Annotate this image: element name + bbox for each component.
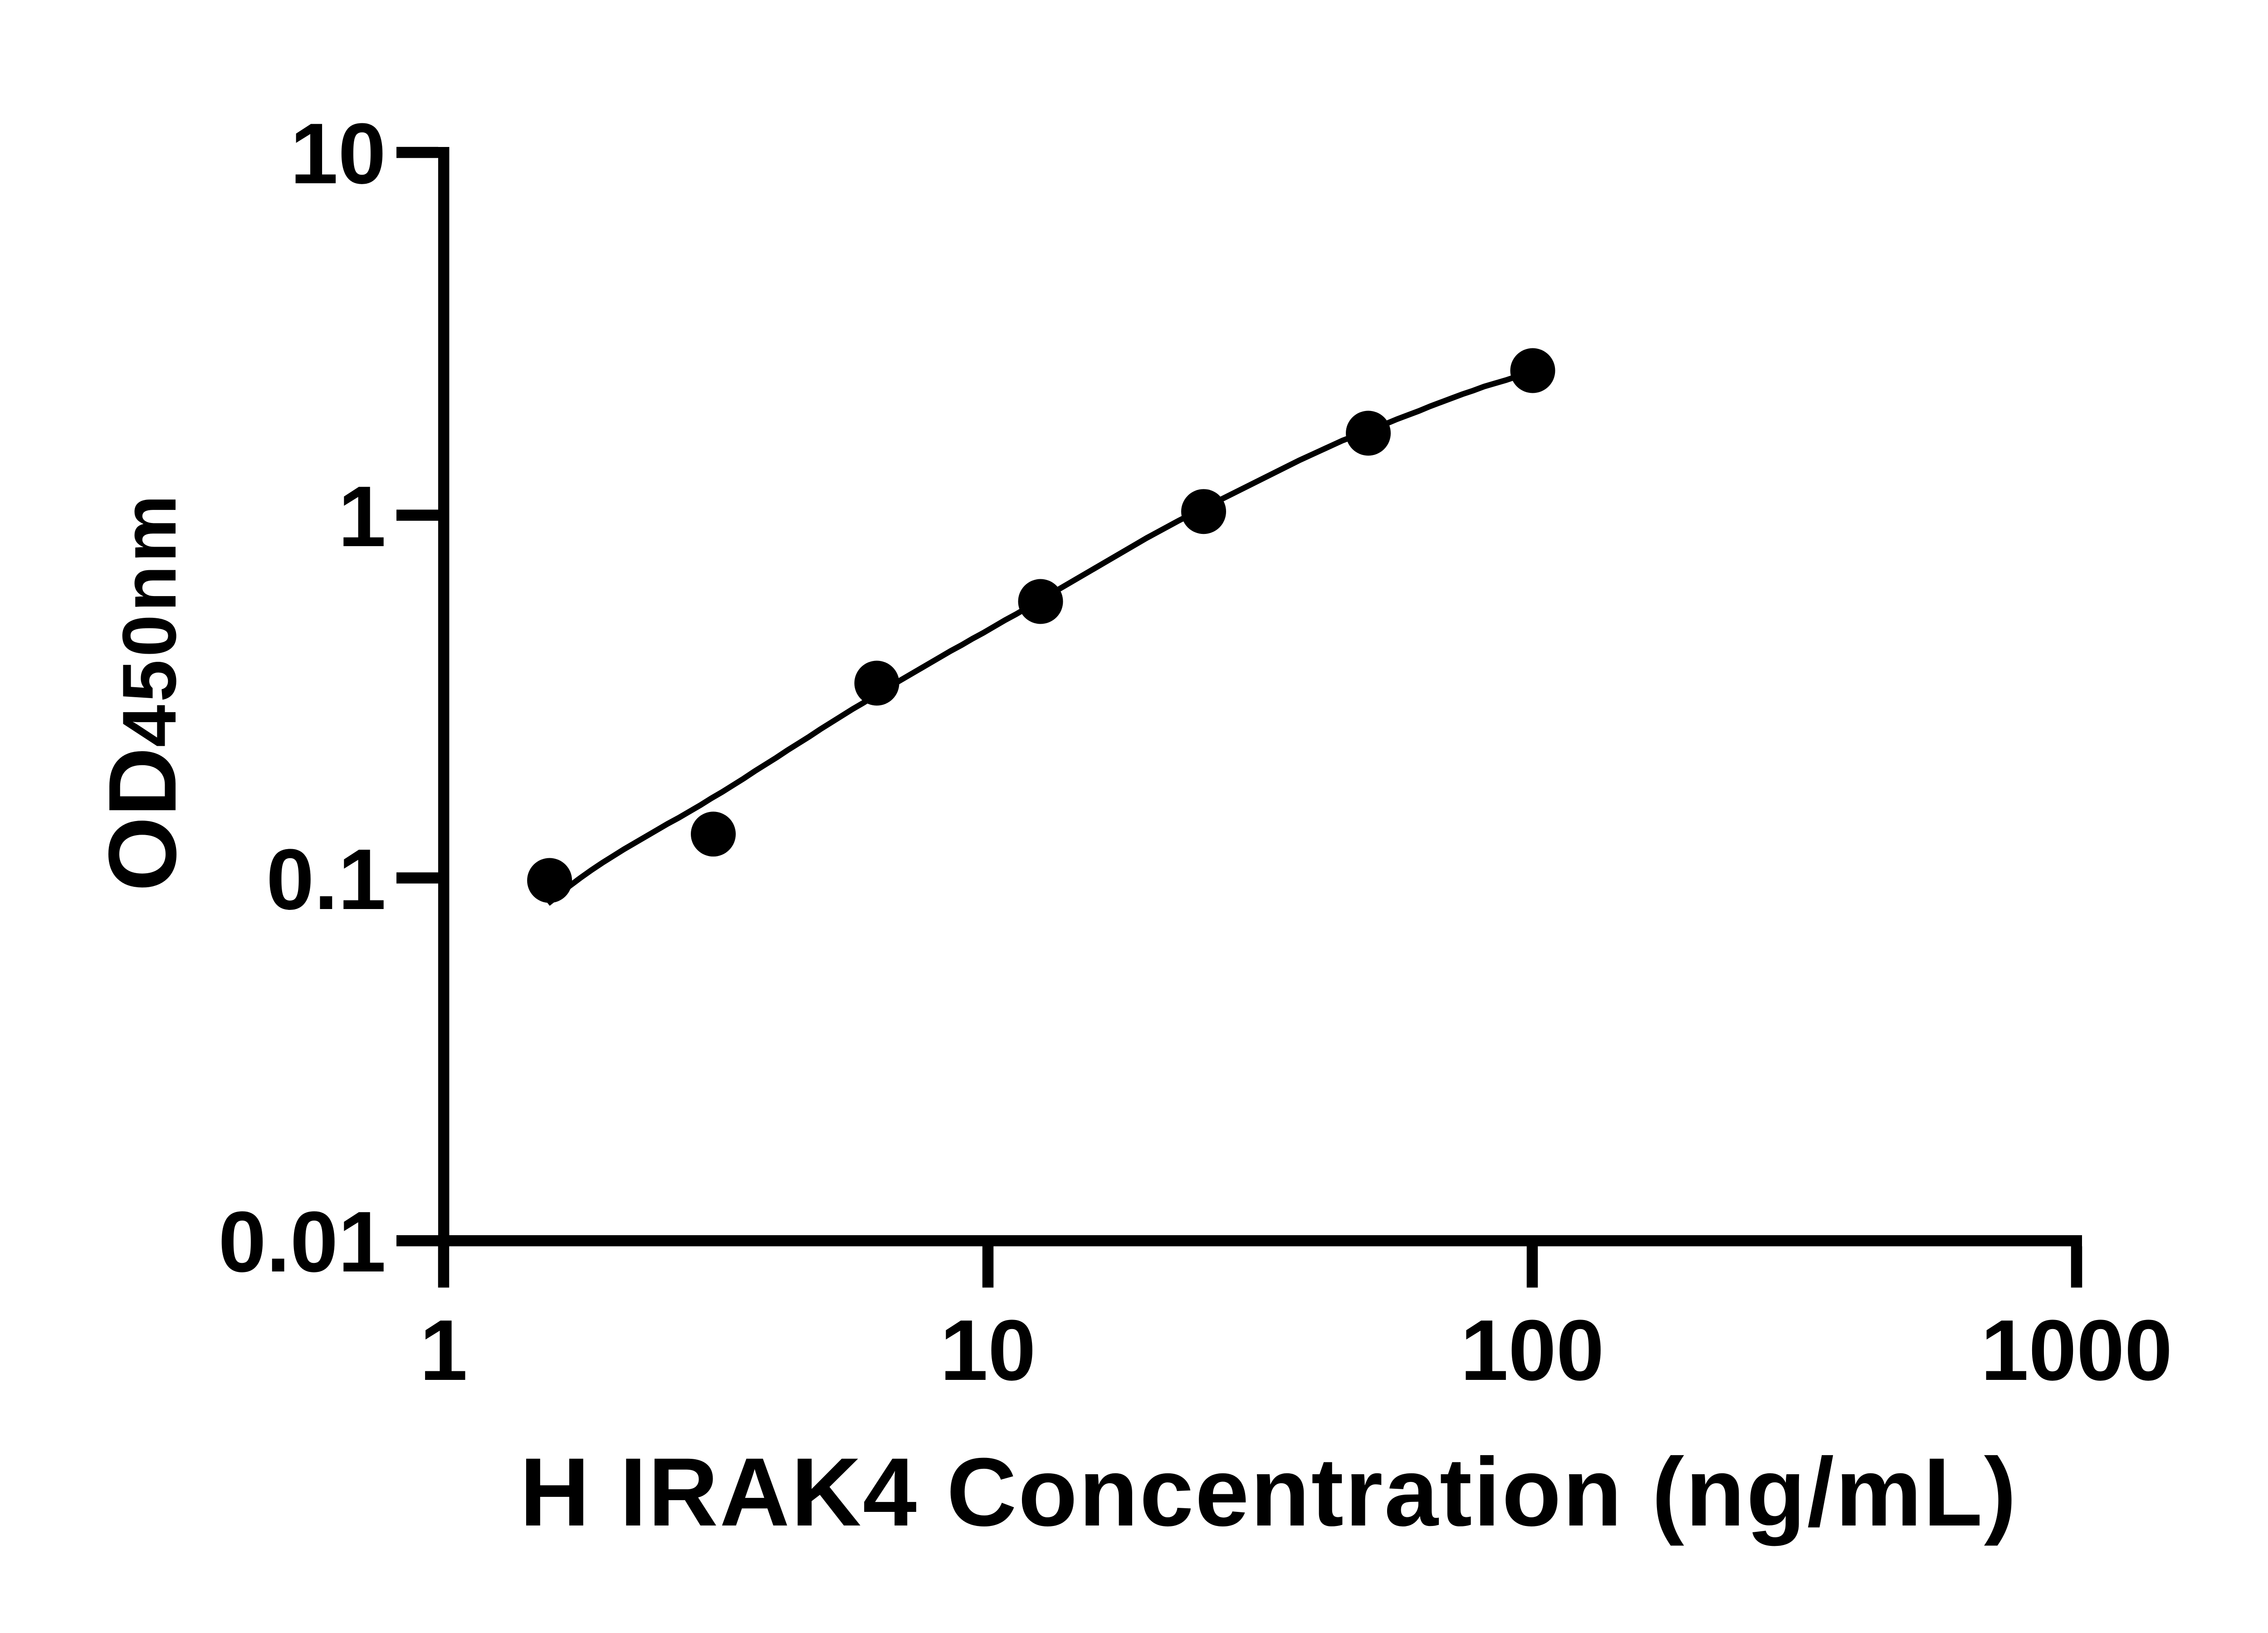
svg-text:0.1: 0.1 (266, 831, 386, 928)
svg-text:100: 100 (1460, 1302, 1604, 1398)
svg-text:H IRAK4 Concentration (ng/mL): H IRAK4 Concentration (ng/mL) (520, 1438, 2018, 1546)
svg-text:10: 10 (940, 1302, 1036, 1398)
svg-text:1000: 1000 (1981, 1302, 2173, 1398)
svg-text:1: 1 (338, 469, 386, 565)
svg-text:10: 10 (290, 106, 386, 202)
svg-text:0.01: 0.01 (218, 1194, 386, 1290)
svg-text:OD450nm: OD450nm (88, 492, 196, 891)
svg-text:1: 1 (420, 1302, 468, 1398)
